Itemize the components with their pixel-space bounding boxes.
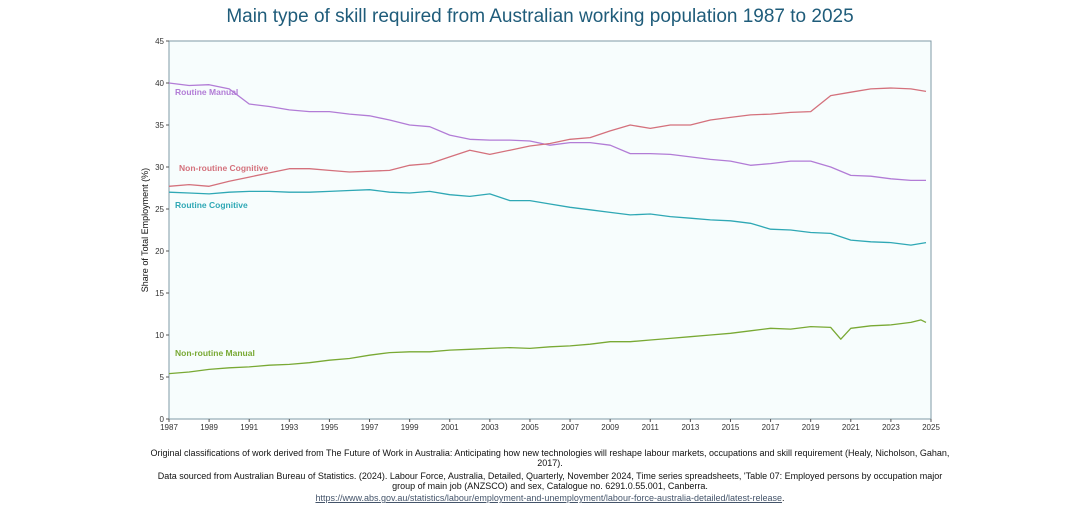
y-tick-label: 5 [160, 373, 165, 382]
x-tick-label: 1991 [240, 423, 258, 432]
x-tick-label: 1993 [280, 423, 298, 432]
chart-title: Main type of skill required from Austral… [226, 6, 854, 27]
series-label: Routine Manual [175, 87, 238, 97]
series-label: Non-routine Manual [175, 348, 255, 358]
series-label: Routine Cognitive [175, 200, 248, 210]
y-tick-label: 15 [155, 289, 164, 298]
series-line-non-routine-manual [168, 319, 927, 375]
x-tick-label: 2025 [922, 423, 940, 432]
x-tick-label: 1995 [321, 423, 339, 432]
x-tick-label: 2013 [681, 423, 699, 432]
y-tick-label: 20 [155, 247, 164, 256]
y-tick-label: 0 [160, 415, 165, 424]
series-layer [168, 82, 927, 375]
series-label: Non-routine Cognitive [179, 163, 269, 173]
series-line-non-routine-cognitive [168, 87, 927, 187]
plot-area [168, 40, 932, 420]
note-data-source: Data sourced from Australian Bureau of S… [157, 471, 943, 491]
y-tick-label: 30 [155, 163, 164, 172]
note-link-row: https://www.abs.gov.au/statistics/labour… [150, 493, 950, 504]
series-labels: Routine Manual Non-routine Cognitive Routi… [175, 87, 269, 358]
x-tick-label: 2003 [481, 423, 499, 432]
x-tick-label: 2015 [722, 423, 740, 432]
x-tick-label: 2017 [762, 423, 780, 432]
y-tick-label: 10 [155, 331, 164, 340]
x-tick-label: 2021 [842, 423, 860, 432]
x-tick-label: 2009 [601, 423, 619, 432]
x-tick-label: 1999 [401, 423, 419, 432]
x-tick-label: 1989 [200, 423, 218, 432]
x-tick-label: 2019 [802, 423, 820, 432]
x-tick-label: 2011 [642, 423, 660, 432]
y-axis-label: Share of Total Employment (%) [140, 168, 150, 292]
x-tick-label: 1997 [361, 423, 379, 432]
x-tick-label: 2005 [521, 423, 539, 432]
note-classification: Original classifications of work derived… [150, 448, 950, 468]
y-tick-label: 35 [155, 121, 164, 130]
y-axis: 0 5 10 15 20 25 30 35 40 45 [155, 37, 169, 424]
y-tick-label: 25 [155, 205, 164, 214]
chart-notes: Original classifications of work derived… [150, 448, 950, 504]
x-tick-label: 1987 [160, 423, 178, 432]
source-link[interactable]: https://www.abs.gov.au/statistics/labour… [315, 493, 783, 503]
x-axis: 1987 1989 1991 1993 1995 1997 1999 2001 2003 2005… [160, 419, 940, 432]
x-tick-label: 2023 [882, 423, 900, 432]
y-tick-label: 40 [155, 79, 164, 88]
series-line-routine-manual [168, 82, 926, 182]
x-tick-label: 2007 [561, 423, 579, 432]
x-tick-label: 2001 [441, 423, 459, 432]
link-suffix: . [782, 493, 785, 503]
y-tick-label: 45 [155, 37, 164, 46]
series-line-routine-cognitive [168, 189, 927, 246]
